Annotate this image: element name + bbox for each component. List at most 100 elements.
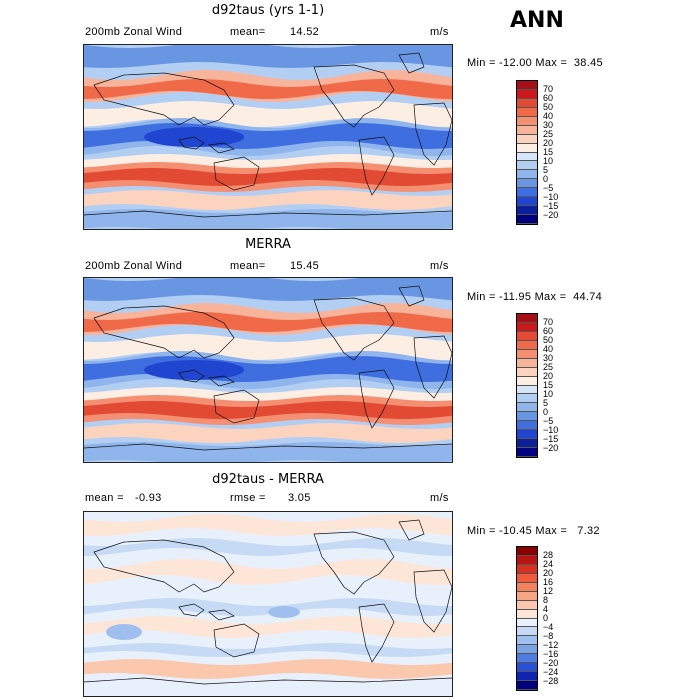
colorbar-level-label: 70 <box>543 316 554 327</box>
colorbar-level-label: 30 <box>543 119 554 130</box>
colorbar-level-label: −15 <box>543 201 559 212</box>
colorbar-swatch <box>517 143 537 153</box>
panel-3-rmse-label: rmse = <box>230 492 266 504</box>
colorbar-swatch <box>517 627 537 637</box>
colorbar-swatch <box>517 547 537 556</box>
colorbar-level-label: 28 <box>543 549 554 560</box>
colorbar-swatch <box>517 331 537 341</box>
colorbar-swatch <box>517 654 537 664</box>
wind-contour-band <box>84 45 452 68</box>
colorbar-level-label: 8 <box>543 594 549 605</box>
panel-2-map <box>83 277 453 463</box>
colorbar-level-label: −4 <box>543 622 554 633</box>
colorbar-swatch <box>517 170 537 180</box>
panel-3-colorbar <box>516 546 538 691</box>
colorbar-swatch <box>517 609 537 619</box>
colorbar-swatch <box>517 663 537 673</box>
wind-contour-band <box>84 312 452 332</box>
panel-1-field-label: 200mb Zonal Wind <box>85 26 183 38</box>
wind-contour-band <box>84 538 452 556</box>
colorbar-level-label: 12 <box>543 585 554 596</box>
colorbar-swatch <box>517 376 537 386</box>
colorbar-swatch <box>517 349 537 359</box>
coastline <box>84 52 452 218</box>
panel-1-colorbar <box>516 80 538 225</box>
wind-contour-band <box>84 278 452 301</box>
coastline <box>84 285 452 451</box>
colorbar-level-label: 20 <box>543 137 554 148</box>
season-title: ANN <box>510 8 564 33</box>
colorbar-swatch <box>517 98 537 108</box>
colorbar-level-label: −10 <box>543 192 559 203</box>
colorbar-level-label: 0 <box>543 407 549 418</box>
colorbar-level-label: 15 <box>543 147 554 157</box>
colorbar-level-label: 20 <box>543 567 554 578</box>
wind-contour-blob <box>106 624 142 640</box>
colorbar-swatch <box>517 645 537 655</box>
colorbar-swatch <box>517 573 537 583</box>
panel-3-mean-label: mean = <box>85 492 124 504</box>
colorbar-level-label: −5 <box>543 416 554 427</box>
panel-1-title: d92taus (yrs 1-1) <box>211 3 325 18</box>
panel-1-map <box>83 44 453 230</box>
colorbar-swatch <box>517 197 537 207</box>
colorbar-level-label: 50 <box>543 334 554 345</box>
wind-contour-band <box>84 190 452 210</box>
panel-2-colorbar <box>516 313 538 458</box>
colorbar-level-label: −20 <box>543 658 559 669</box>
wind-contour-band <box>84 168 452 186</box>
colorbar-swatch <box>517 116 537 126</box>
colorbar-level-label: 24 <box>543 558 554 569</box>
colorbar-swatch <box>517 439 537 449</box>
colorbar-level-label: 40 <box>543 110 554 121</box>
colorbar-level-label: 60 <box>543 325 554 336</box>
colorbar-level-label: 0 <box>543 613 549 623</box>
colorbar-level-label: −5 <box>543 183 554 194</box>
wind-contour-band <box>84 616 452 638</box>
wind-contour-band <box>84 643 452 657</box>
wind-contour-band <box>84 334 452 360</box>
panel-3-rmse-value: 3.05 <box>288 492 311 504</box>
colorbar-level-label: 20 <box>543 370 554 381</box>
coastline <box>84 519 452 685</box>
colorbar-level-label: 10 <box>543 389 554 400</box>
colorbar-level-label: −16 <box>543 649 559 660</box>
wind-contour-band <box>84 79 452 99</box>
colorbar-level-label: 60 <box>543 92 554 103</box>
colorbar-level-label: −28 <box>543 676 559 687</box>
colorbar-swatch <box>517 215 537 224</box>
colorbar-swatch <box>517 367 537 377</box>
wind-contour-band <box>84 101 452 127</box>
colorbar-level-label: 70 <box>543 83 554 94</box>
colorbar-swatch <box>517 582 537 592</box>
panel-2-stat-label: mean= <box>230 260 266 272</box>
colorbar-swatch <box>517 81 537 90</box>
wind-contour-band <box>84 423 452 443</box>
colorbar-swatch <box>517 125 537 135</box>
colorbar-swatch <box>517 358 537 368</box>
colorbar-swatch <box>517 385 537 395</box>
colorbar-swatch <box>517 394 537 404</box>
colorbar-level-label: −10 <box>543 425 559 436</box>
colorbar-level-label: −8 <box>543 631 554 642</box>
colorbar-swatch <box>517 206 537 216</box>
panel-3-map <box>83 511 453 697</box>
panel-1-stat-label: mean= <box>230 26 266 38</box>
colorbar-swatch <box>517 161 537 171</box>
colorbar-swatch <box>517 403 537 413</box>
colorbar-swatch <box>517 322 537 332</box>
colorbar-level-label: −24 <box>543 667 559 678</box>
colorbar-swatch <box>517 340 537 350</box>
panel-1-minmax: Min = -12.00 Max = 38.45 <box>467 57 603 69</box>
wind-contour-band <box>84 514 452 536</box>
colorbar-swatch <box>517 591 537 601</box>
panel-2-units: m/s <box>430 260 449 272</box>
colorbar-level-label: 0 <box>543 174 549 185</box>
panel-3-units: m/s <box>430 492 449 504</box>
colorbar-swatch <box>517 681 537 690</box>
wind-contour-blob <box>268 606 300 618</box>
wind-contour-band <box>84 598 452 616</box>
wind-contour-band <box>84 401 452 419</box>
colorbar-level-label: 10 <box>543 156 554 167</box>
colorbar-swatch <box>517 188 537 198</box>
